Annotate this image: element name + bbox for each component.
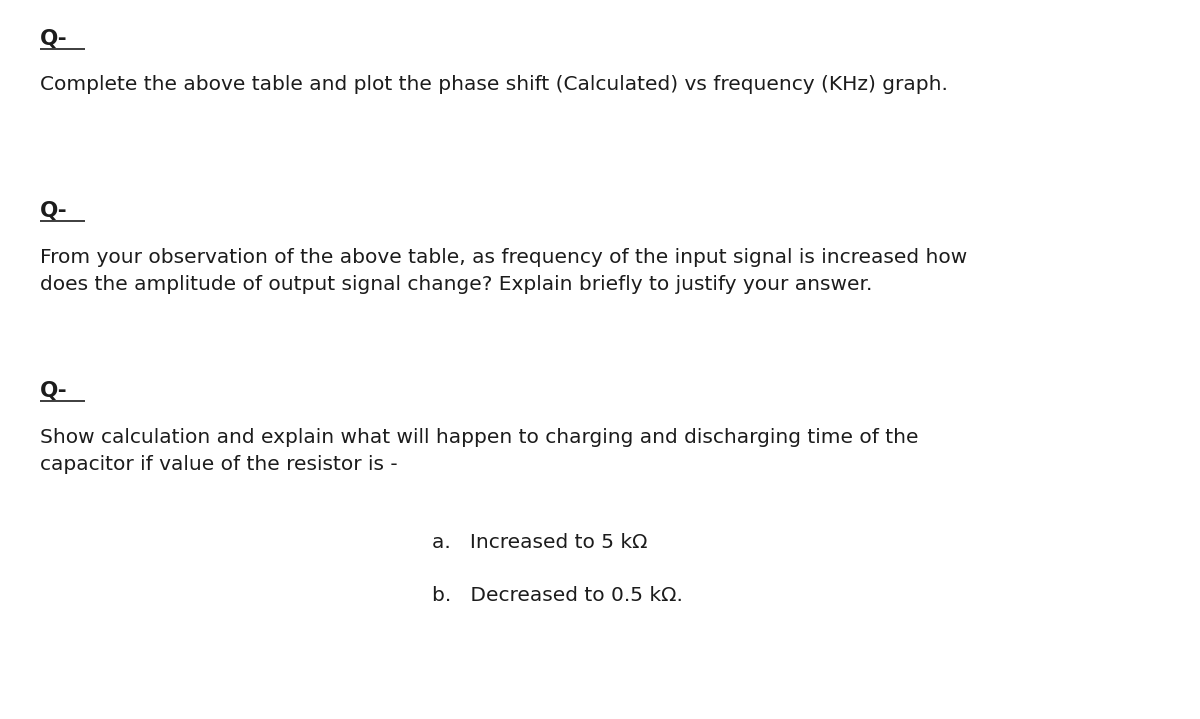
Text: Q-: Q-	[40, 381, 67, 401]
Text: Q-: Q-	[40, 201, 67, 221]
Text: Show calculation and explain what will happen to charging and discharging time o: Show calculation and explain what will h…	[40, 428, 918, 474]
Text: Q-: Q-	[40, 29, 67, 49]
Text: From your observation of the above table, as frequency of the input signal is in: From your observation of the above table…	[40, 248, 967, 294]
Text: Complete the above table and plot the phase shift (Calculated) vs frequency (KHz: Complete the above table and plot the ph…	[40, 75, 948, 94]
Text: a.   Increased to 5 kΩ: a. Increased to 5 kΩ	[432, 533, 648, 552]
Text: b.   Decreased to 0.5 kΩ.: b. Decreased to 0.5 kΩ.	[432, 586, 683, 605]
